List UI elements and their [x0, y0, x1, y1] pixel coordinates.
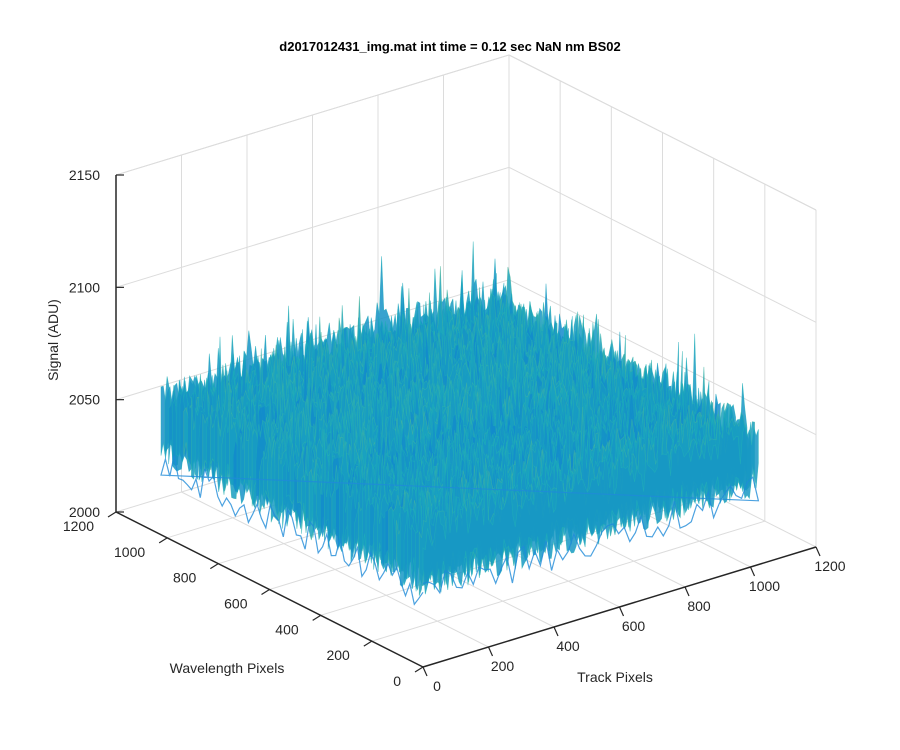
- rightwall-gridline-z: [508, 166, 817, 323]
- axes: [107, 174, 821, 677]
- x-tick: [487, 646, 494, 657]
- backwall-gridline-z: [115, 166, 510, 288]
- y-tick-label: 0: [393, 673, 401, 689]
- tick-labels: 0 200 400 600 800 1000 1200 0 200 400 600 800 1000 12…: [63, 167, 846, 694]
- z-tick-label: 2050: [69, 392, 100, 408]
- x-tick: [684, 586, 690, 597]
- z-tick-label: 2100: [69, 279, 100, 295]
- rightwall-gridline-z: [508, 279, 817, 436]
- x-tick-label: 1000: [749, 578, 780, 594]
- x-tick-label: 200: [491, 658, 515, 674]
- y-tick: [414, 666, 424, 673]
- x-tick: [749, 566, 756, 577]
- x-tick-label: 1200: [814, 558, 845, 574]
- floor-gridline-y: [371, 520, 765, 642]
- backwall-gridline-z: [115, 54, 510, 176]
- y-tick: [210, 563, 219, 570]
- y-tick: [312, 614, 321, 621]
- x-tick-label: 0: [433, 678, 441, 694]
- y-tick-label: 400: [275, 621, 299, 637]
- y-tick-label: 1000: [114, 544, 145, 560]
- z-axis-label: Signal (ADU): [45, 299, 61, 381]
- x-tick: [553, 626, 559, 637]
- y-tick: [363, 640, 373, 647]
- y-axis-label: Wavelength Pixels: [170, 660, 285, 676]
- x-tick: [422, 666, 428, 677]
- x-tick: [815, 546, 821, 557]
- x-tick-label: 400: [556, 638, 580, 654]
- z-tick-label: 2150: [69, 167, 100, 183]
- y-tick-label: 800: [173, 570, 197, 586]
- y-tick-label: 600: [224, 596, 248, 612]
- x-tick-label: 600: [622, 618, 646, 634]
- x-tick-label: 800: [687, 598, 711, 614]
- x-axis-label: Track Pixels: [577, 669, 653, 685]
- chart-title: d2017012431_img.mat int time = 0.12 sec …: [279, 39, 620, 54]
- y-tick: [261, 588, 270, 596]
- x-tick: [618, 606, 625, 617]
- y-tick-label: 1200: [63, 518, 94, 534]
- y-tick: [107, 511, 117, 518]
- y-tick: [158, 537, 168, 544]
- y-tick-label: 200: [326, 647, 350, 663]
- surface-plot: [160, 241, 760, 606]
- rightwall-gridline-z: [508, 54, 817, 211]
- surface-underside: [160, 455, 760, 606]
- z-tick-label: 2000: [69, 504, 100, 520]
